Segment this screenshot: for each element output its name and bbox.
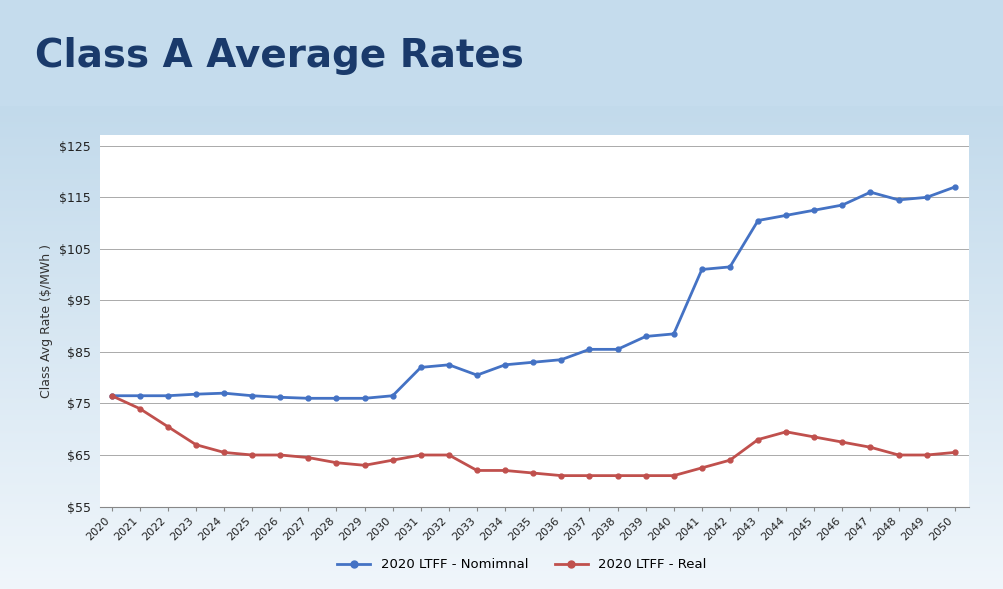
2020 LTFF - Real <box>864 444 876 451</box>
2020 LTFF - Real <box>695 464 707 471</box>
2020 LTFF - Nomimnal <box>470 372 482 379</box>
2020 LTFF - Nomimnal <box>330 395 342 402</box>
2020 LTFF - Nomimnal <box>920 194 932 201</box>
2020 LTFF - Real <box>751 436 763 443</box>
2020 LTFF - Real <box>133 405 145 412</box>
2020 LTFF - Nomimnal <box>527 359 539 366</box>
2020 LTFF - Nomimnal <box>498 361 511 368</box>
2020 LTFF - Real <box>920 451 932 458</box>
2020 LTFF - Nomimnal <box>161 392 174 399</box>
2020 LTFF - Real <box>274 451 286 458</box>
2020 LTFF - Real <box>414 451 426 458</box>
2020 LTFF - Nomimnal <box>751 217 763 224</box>
2020 LTFF - Nomimnal <box>695 266 707 273</box>
Bar <box>0 0 1003 106</box>
2020 LTFF - Nomimnal <box>611 346 623 353</box>
2020 LTFF - Nomimnal <box>246 392 258 399</box>
2020 LTFF - Nomimnal <box>274 393 286 401</box>
2020 LTFF - Real <box>470 467 482 474</box>
2020 LTFF - Real <box>498 467 511 474</box>
2020 LTFF - Nomimnal <box>386 392 398 399</box>
2020 LTFF - Nomimnal <box>667 330 679 337</box>
2020 LTFF - Real <box>218 449 230 456</box>
2020 LTFF - Nomimnal <box>190 391 202 398</box>
Line: 2020 LTFF - Real: 2020 LTFF - Real <box>109 393 956 478</box>
2020 LTFF - Real <box>555 472 567 479</box>
2020 LTFF - Nomimnal <box>133 392 145 399</box>
2020 LTFF - Real <box>442 451 454 458</box>
2020 LTFF - Nomimnal <box>892 196 904 203</box>
2020 LTFF - Real <box>527 469 539 477</box>
2020 LTFF - Real <box>161 423 174 430</box>
2020 LTFF - Nomimnal <box>105 392 117 399</box>
2020 LTFF - Real <box>807 434 819 441</box>
2020 LTFF - Nomimnal <box>414 364 426 371</box>
2020 LTFF - Nomimnal <box>555 356 567 363</box>
2020 LTFF - Nomimnal <box>302 395 314 402</box>
2020 LTFF - Nomimnal <box>639 333 651 340</box>
2020 LTFF - Real <box>723 456 735 464</box>
2020 LTFF - Nomimnal <box>835 201 848 209</box>
2020 LTFF - Nomimnal <box>807 207 819 214</box>
2020 LTFF - Nomimnal <box>948 183 960 190</box>
Line: 2020 LTFF - Nomimnal: 2020 LTFF - Nomimnal <box>109 184 956 401</box>
2020 LTFF - Real <box>190 441 202 448</box>
Legend: 2020 LTFF - Nomimnal, 2020 LTFF - Real: 2020 LTFF - Nomimnal, 2020 LTFF - Real <box>332 553 711 577</box>
2020 LTFF - Real <box>639 472 651 479</box>
2020 LTFF - Real <box>105 392 117 399</box>
2020 LTFF - Real <box>779 428 791 435</box>
2020 LTFF - Real <box>667 472 679 479</box>
2020 LTFF - Nomimnal <box>583 346 595 353</box>
2020 LTFF - Real <box>302 454 314 461</box>
2020 LTFF - Real <box>246 451 258 458</box>
2020 LTFF - Real <box>330 459 342 466</box>
2020 LTFF - Nomimnal <box>864 188 876 196</box>
2020 LTFF - Real <box>892 451 904 458</box>
Y-axis label: Class Avg Rate ($/MWh ): Class Avg Rate ($/MWh ) <box>40 244 53 398</box>
2020 LTFF - Real <box>583 472 595 479</box>
Text: Class A Average Rates: Class A Average Rates <box>35 37 524 75</box>
2020 LTFF - Nomimnal <box>442 361 454 368</box>
2020 LTFF - Real <box>835 439 848 446</box>
2020 LTFF - Nomimnal <box>218 390 230 397</box>
2020 LTFF - Nomimnal <box>358 395 370 402</box>
2020 LTFF - Real <box>386 456 398 464</box>
2020 LTFF - Real <box>948 449 960 456</box>
2020 LTFF - Nomimnal <box>779 212 791 219</box>
2020 LTFF - Nomimnal <box>723 263 735 270</box>
2020 LTFF - Real <box>358 462 370 469</box>
2020 LTFF - Real <box>611 472 623 479</box>
